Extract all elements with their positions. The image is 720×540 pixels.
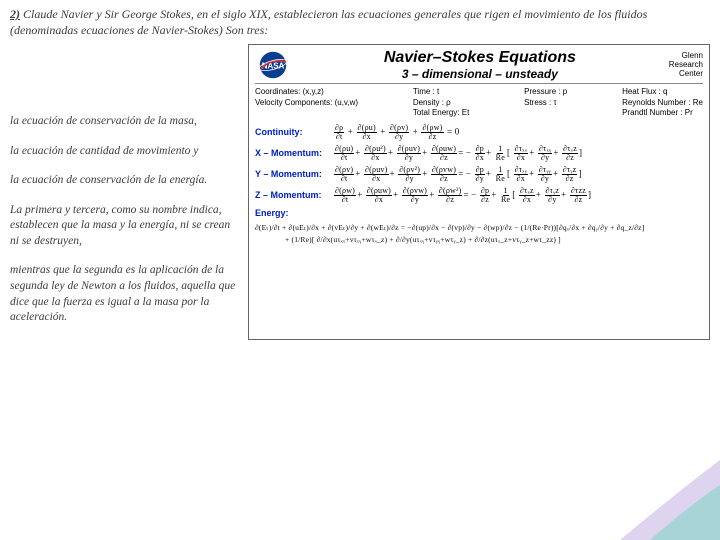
- left-p4: La primera y tercera, como su nombre ind…: [10, 203, 240, 250]
- label-xmom: X – Momentum:: [255, 148, 327, 158]
- eq-energy-line2: + (1/Re)[ ∂/∂x(uτₓₓ+vτₓᵧ+wτₓ_z) + ∂/∂y(u…: [255, 234, 703, 246]
- legend-col-4: Heat Flux : q Reynolds Number : Re Prand…: [622, 87, 703, 118]
- legend-reynolds: Reynolds Number : Re: [622, 98, 703, 108]
- grc-3: Center: [669, 70, 703, 79]
- left-p3: la ecuación de conservación de la energí…: [10, 173, 240, 189]
- eq-xmom-expr: ∂(ρu)∂t+ ∂(ρu²)∂x+ ∂(ρuv)∂y+ ∂(ρuw)∂z= −…: [333, 145, 582, 162]
- left-p5: mientras que la segunda es la aplicación…: [10, 263, 240, 325]
- legend-col-1: Coordinates: (x,y,z) Velocity Components…: [255, 87, 358, 118]
- eq-ymom-expr: ∂(ρv)∂t+ ∂(ρuv)∂x+ ∂(ρv²)∂y+ ∂(ρvw)∂z= −…: [333, 166, 582, 183]
- legend-prandtl: Prandtl Number : Pr: [622, 108, 703, 118]
- legend: Coordinates: (x,y,z) Velocity Components…: [255, 87, 703, 118]
- legend-col-2: Time : t Density : ρ Total Energy: Et: [413, 87, 469, 118]
- label-energy: Energy:: [255, 208, 327, 218]
- nasa-logo: NASA: [255, 50, 291, 80]
- slide: 2) Claude Navier y Sir George Stokes, en…: [0, 0, 720, 540]
- left-p2: la ecuación de cantidad de movimiento y: [10, 144, 240, 160]
- intro-text: Claude Navier y Sir George Stokes, en el…: [10, 7, 647, 37]
- eq-zmom-expr: ∂(ρw)∂t+ ∂(ρuw)∂x+ ∂(ρvw)∂y+ ∂(ρw²)∂z= −…: [333, 187, 591, 204]
- label-ymom: Y – Momentum:: [255, 169, 327, 179]
- panel-title-2: 3 – dimensional – unsteady: [291, 67, 669, 81]
- intro-paragraph: 2) Claude Navier y Sir George Stokes, en…: [10, 6, 710, 38]
- eq-energy: Energy:: [255, 208, 703, 218]
- panel-title-1: Navier–Stokes Equations: [291, 49, 669, 67]
- eq-zmom: Z – Momentum: ∂(ρw)∂t+ ∂(ρuw)∂x+ ∂(ρvw)∂…: [255, 187, 703, 204]
- legend-vel: Velocity Components: (u,v,w): [255, 98, 358, 108]
- eq-ymom: Y – Momentum: ∂(ρv)∂t+ ∂(ρuv)∂x+ ∂(ρv²)∂…: [255, 166, 703, 183]
- legend-pressure: Pressure : p: [524, 87, 567, 97]
- label-continuity: Continuity:: [255, 127, 327, 137]
- legend-col-3: Pressure : p Stress : τ: [524, 87, 567, 118]
- label-zmom: Z – Momentum:: [255, 190, 327, 200]
- panel-header: NASA Navier–Stokes Equations 3 – dimensi…: [255, 49, 703, 84]
- eq-energy-expr: ∂(Eₜ)/∂t + ∂(uEₜ)/∂x + ∂(vEₜ)/∂y + ∂(wEₜ…: [255, 222, 703, 246]
- left-p1: la ecuación de conservación de la masa,: [10, 114, 240, 130]
- intro-lead: 2): [10, 7, 20, 21]
- eq-energy-line1: ∂(Eₜ)/∂t + ∂(uEₜ)/∂x + ∂(vEₜ)/∂y + ∂(wEₜ…: [255, 222, 703, 234]
- panel-title: Navier–Stokes Equations 3 – dimensional …: [291, 49, 669, 81]
- eq-xmom: X – Momentum: ∂(ρu)∂t+ ∂(ρu²)∂x+ ∂(ρuv)∂…: [255, 145, 703, 162]
- legend-stress: Stress : τ: [524, 98, 567, 108]
- grc-label: Glenn Research Center: [669, 52, 703, 78]
- legend-coords: Coordinates: (x,y,z): [255, 87, 358, 97]
- left-column: la ecuación de conservación de la masa, …: [10, 44, 240, 339]
- eq-continuity: Continuity: ∂ρ∂t + ∂(ρu)∂x + ∂(ρv)∂y + ∂…: [255, 124, 703, 141]
- legend-heatflux: Heat Flux : q: [622, 87, 703, 97]
- equations-panel: NASA Navier–Stokes Equations 3 – dimensi…: [248, 44, 710, 339]
- body-row: la ecuación de conservación de la masa, …: [10, 44, 710, 339]
- legend-density: Density : ρ: [413, 98, 469, 108]
- corner-decoration-icon: [560, 440, 720, 540]
- legend-energy: Total Energy: Et: [413, 108, 469, 118]
- eq-continuity-expr: ∂ρ∂t + ∂(ρu)∂x + ∂(ρv)∂y + ∂(ρw)∂z = 0: [333, 124, 459, 141]
- legend-time: Time : t: [413, 87, 469, 97]
